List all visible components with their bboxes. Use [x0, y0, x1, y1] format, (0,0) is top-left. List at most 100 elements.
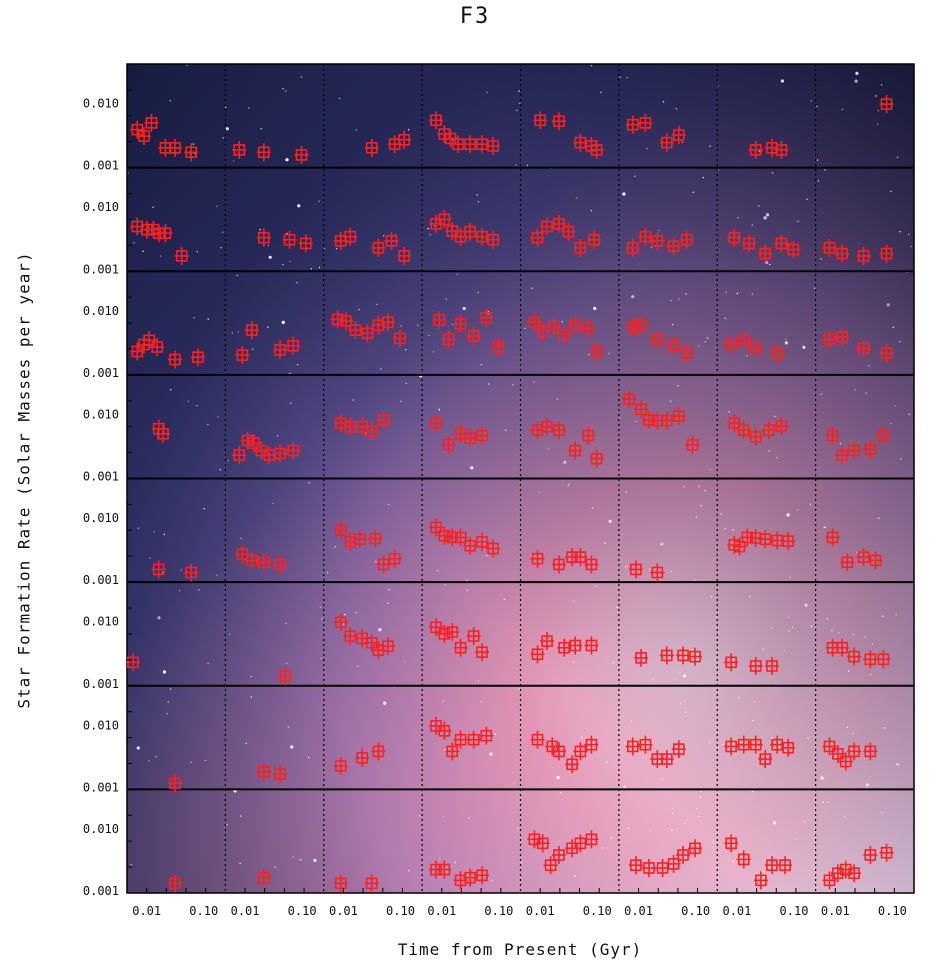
- sfr-data-point: [724, 335, 739, 354]
- background-star: [619, 417, 621, 419]
- sfr-data-point: [475, 532, 490, 551]
- background-star: [692, 191, 695, 193]
- background-star: [751, 224, 753, 226]
- sfr-data-point: [256, 228, 271, 247]
- background-star: [852, 634, 855, 636]
- panel-r1-c6: [625, 113, 686, 152]
- sfr-data-point: [659, 646, 674, 665]
- background-star: [658, 229, 660, 232]
- sfr-data-point: [463, 536, 478, 555]
- x-tick-label: 0.10: [780, 904, 809, 918]
- background-star: [591, 507, 593, 509]
- sfr-data-point: [527, 313, 542, 332]
- x-tick-label: 0.01: [427, 904, 456, 918]
- background-star: [297, 204, 301, 208]
- sfr-data-point: [638, 227, 653, 246]
- panel-r2-c6: [625, 227, 694, 257]
- sfr-data-point: [774, 416, 789, 435]
- sfr-data-point: [748, 656, 763, 675]
- sfr-data-point: [863, 845, 878, 864]
- background-star: [810, 100, 812, 102]
- background-star: [319, 606, 322, 609]
- background-star: [841, 108, 844, 111]
- background-star: [296, 364, 299, 366]
- sfr-data-point: [355, 748, 370, 767]
- background-star: [700, 504, 702, 507]
- background-star: [342, 623, 345, 625]
- background-star: [520, 861, 523, 863]
- background-star: [827, 801, 829, 804]
- sfr-data-point: [573, 548, 588, 567]
- sfr-data-point: [330, 310, 345, 329]
- background-star: [531, 287, 533, 289]
- background-star: [437, 570, 439, 572]
- panel-r2-c8: [822, 238, 894, 265]
- background-star: [488, 383, 490, 385]
- sfr-data-point: [638, 113, 653, 132]
- background-star: [281, 320, 285, 324]
- background-star: [670, 299, 672, 302]
- background-star: [806, 198, 808, 200]
- sfr-data-point: [879, 344, 894, 363]
- sfr-data-point: [546, 317, 561, 336]
- y-tick-label: 0.001: [83, 159, 119, 173]
- x-tick-label: 0.10: [189, 904, 218, 918]
- sfr-data-point: [475, 866, 490, 885]
- background-star: [355, 611, 357, 614]
- sfr-data-point: [724, 653, 739, 672]
- background-star: [513, 782, 516, 784]
- background-star: [685, 293, 687, 295]
- sfr-data-point: [856, 548, 871, 567]
- background-star: [593, 306, 597, 310]
- sfr-data-point: [641, 858, 656, 877]
- panel-r1-c4: [429, 111, 501, 155]
- sfr-data-point: [650, 231, 665, 250]
- background-star: [444, 749, 446, 751]
- y-tick-label: 0.001: [83, 262, 119, 276]
- sfr-data-point: [137, 127, 152, 146]
- y-tick-label: 0.001: [83, 884, 119, 898]
- sfr-data-point: [551, 112, 566, 131]
- sfr-data-point: [273, 765, 288, 784]
- background-star: [260, 128, 262, 130]
- sfr-data-point: [856, 246, 871, 265]
- background-star: [762, 648, 765, 650]
- background-star: [588, 353, 590, 356]
- sfr-data-point: [679, 230, 694, 249]
- background-star: [456, 273, 458, 275]
- sfr-data-point: [360, 324, 375, 343]
- sfr-data-point: [530, 228, 545, 247]
- sfr-data-point: [240, 431, 255, 450]
- y-tick-label: 0.010: [83, 718, 119, 732]
- background-star: [267, 326, 269, 328]
- background-star: [720, 513, 722, 515]
- background-star: [622, 192, 626, 196]
- background-star: [237, 331, 240, 333]
- background-star: [383, 235, 385, 237]
- sfr-data-point: [429, 111, 444, 130]
- background-star: [696, 807, 698, 810]
- sfr-data-point: [724, 737, 739, 756]
- background-star: [169, 688, 172, 690]
- panel-r8-c6: [628, 839, 703, 877]
- panel-r1-c8: [879, 95, 894, 114]
- sfr-data-point: [475, 643, 490, 662]
- background-star: [292, 856, 294, 858]
- sfr-data-point: [463, 868, 478, 887]
- background-star: [590, 210, 592, 212]
- sfr-data-point: [371, 742, 386, 761]
- background-star: [698, 345, 700, 347]
- background-star: [702, 176, 704, 179]
- x-tick-label: 0.01: [821, 904, 850, 918]
- panel-r4-c4: [429, 414, 490, 454]
- panel-r8-c5: [527, 830, 599, 875]
- background-star: [466, 579, 468, 582]
- sfr-data-point: [573, 238, 588, 257]
- sfr-data-point: [650, 330, 665, 349]
- panel-r6-c3: [333, 613, 395, 660]
- background-star: [634, 175, 636, 177]
- sfr-data-point: [256, 143, 271, 162]
- background-star: [572, 661, 575, 663]
- sfr-data-point: [758, 530, 773, 549]
- sfr-data-point: [876, 650, 891, 669]
